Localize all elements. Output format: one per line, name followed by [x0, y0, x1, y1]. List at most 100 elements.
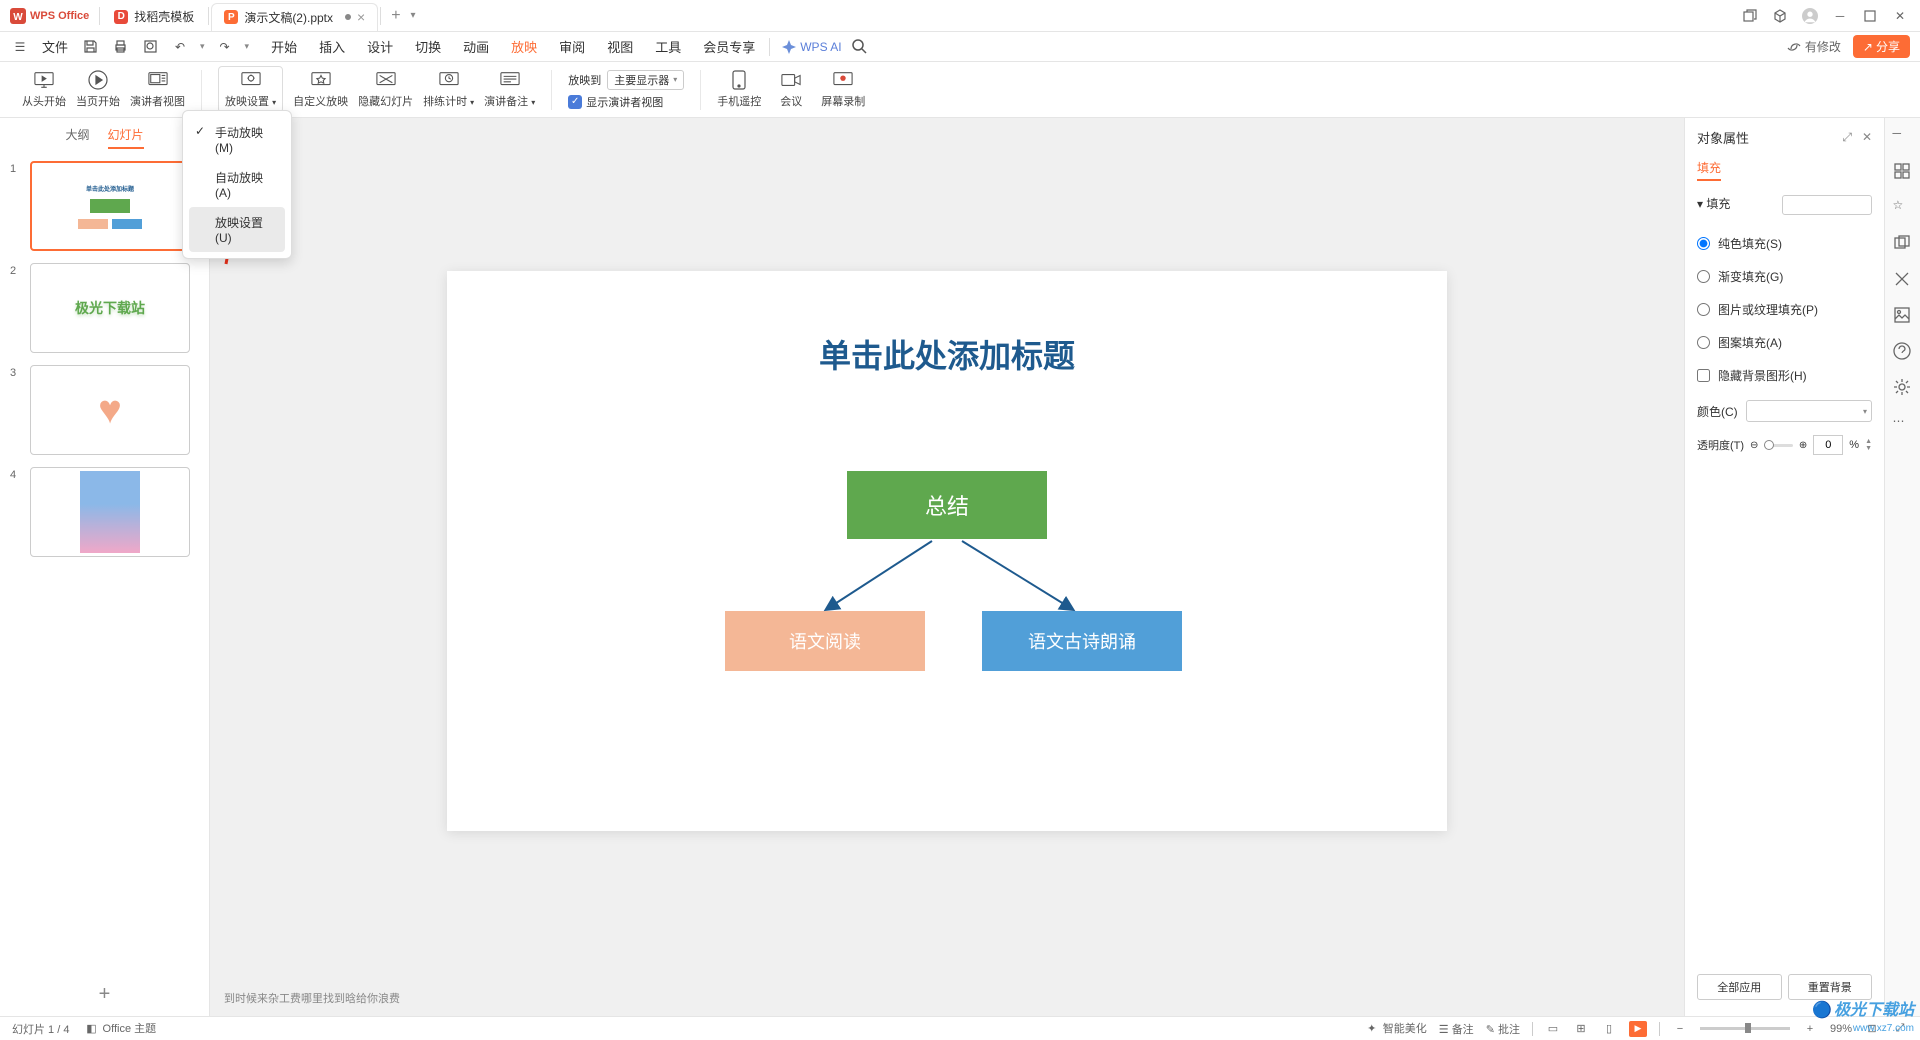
slides-tab[interactable]: 幻灯片 [108, 126, 144, 149]
thumb-row-3[interactable]: 3 ♥ [10, 365, 199, 455]
rp-picture-fill[interactable]: 图片或纹理填充(P) [1697, 298, 1872, 321]
slide-title[interactable]: 单击此处添加标题 [447, 331, 1447, 377]
zoom-in-icon[interactable]: + [1802, 1021, 1818, 1037]
tab-slideshow[interactable]: 放映 [509, 33, 539, 60]
check-hide-bg[interactable] [1697, 369, 1710, 382]
tab-animation[interactable]: 动画 [461, 33, 491, 60]
avatar-icon[interactable] [1802, 8, 1818, 24]
add-slide-button[interactable]: + [99, 983, 111, 1006]
custom-show-button[interactable]: 自定义放映 [293, 70, 348, 109]
thumb-row-4[interactable]: 4 [10, 467, 199, 557]
print-preview-icon[interactable] [140, 37, 160, 57]
fill-preset-select[interactable] [1782, 195, 1872, 215]
zoom-out-icon[interactable]: − [1672, 1021, 1688, 1037]
outline-tab[interactable]: 大纲 [65, 126, 89, 149]
zoom-slider[interactable] [1700, 1027, 1790, 1030]
radio-solid[interactable] [1697, 237, 1710, 250]
file-menu[interactable]: 文件 [40, 33, 70, 60]
redo-icon[interactable]: ↷ [215, 37, 235, 57]
zoom-value[interactable]: 99% [1830, 1023, 1852, 1035]
maximize-button[interactable] [1862, 8, 1878, 24]
new-tab-button[interactable]: + [381, 7, 410, 25]
has-modification[interactable]: 有修改 [1787, 38, 1841, 55]
meeting-button[interactable]: 会议 [771, 70, 811, 109]
radio-pattern[interactable] [1697, 336, 1710, 349]
show-settings-button[interactable]: 放映设置 ▾ [218, 66, 283, 113]
search-icon[interactable] [850, 37, 870, 57]
more-icon[interactable]: ⋯ [1893, 414, 1913, 434]
color-select[interactable]: ▾ [1746, 400, 1872, 422]
from-current-button[interactable]: 当页开始 [76, 70, 120, 109]
close-panel-icon[interactable]: ✕ [1862, 130, 1872, 145]
redo-dropdown-icon[interactable]: ▾ [245, 41, 250, 52]
pin-icon[interactable]: ⤢ [1842, 130, 1852, 145]
tab-dropdown-icon[interactable]: ▾ [411, 10, 416, 21]
opacity-slider[interactable] [1764, 444, 1792, 447]
notes-button[interactable]: 演讲备注 ▾ [484, 70, 535, 109]
hide-slide-button[interactable]: 隐藏幻灯片 [358, 70, 413, 109]
rp-fill-tab[interactable]: 填充 [1697, 159, 1721, 181]
thumb-row-2[interactable]: 2 极光下载站 [10, 263, 199, 353]
tab-tools[interactable]: 工具 [653, 33, 683, 60]
share-button[interactable]: ↗分享 [1853, 35, 1910, 58]
close-icon[interactable]: × [357, 9, 365, 25]
thumb-1[interactable]: 单击此处添加标题 [30, 161, 190, 251]
help-icon[interactable] [1893, 342, 1913, 362]
dd-manual[interactable]: ✓ 手动放映(M) [189, 117, 285, 162]
tab-start[interactable]: 开始 [269, 33, 299, 60]
multi-window-icon[interactable] [1742, 8, 1758, 24]
tab-presentation[interactable]: P 演示文稿(2).pptx × [211, 3, 378, 31]
thumb-row-1[interactable]: 1 单击此处添加标题 [10, 161, 199, 251]
undo-icon[interactable]: ↶ [170, 37, 190, 57]
star-icon[interactable]: ☆ [1893, 198, 1913, 218]
play-slideshow-button[interactable]: ▶ [1629, 1021, 1647, 1037]
tab-template[interactable]: D 找稻壳模板 [102, 3, 206, 31]
minimize-button[interactable]: ─ [1832, 8, 1848, 24]
collapse-icon[interactable]: ─ [1893, 126, 1913, 146]
rp-pattern-fill[interactable]: 图案填充(A) [1697, 331, 1872, 354]
tools-icon[interactable] [1893, 162, 1913, 182]
from-start-button[interactable]: 从头开始 [22, 70, 66, 109]
notes-button[interactable]: ☰ 备注 [1439, 1021, 1474, 1037]
image-icon[interactable] [1893, 306, 1913, 326]
show-presenter-checkbox[interactable]: ✓ 显示演讲者视图 [568, 94, 684, 110]
transform-icon[interactable] [1893, 270, 1913, 290]
view-normal-icon[interactable]: ▭ [1545, 1021, 1561, 1037]
rp-solid-fill[interactable]: 纯色填充(S) [1697, 232, 1872, 255]
wps-ai-button[interactable]: WPS AI [782, 40, 841, 54]
undo-dropdown-icon[interactable]: ▾ [200, 41, 205, 52]
phone-remote-button[interactable]: 手机遥控 [717, 70, 761, 109]
tab-design[interactable]: 设计 [365, 33, 395, 60]
shape-summary[interactable]: 总结 [847, 471, 1047, 539]
comments-button[interactable]: ✎ 批注 [1486, 1021, 1520, 1037]
screen-record-button[interactable]: 屏幕录制 [821, 70, 865, 109]
tab-member[interactable]: 会员专享 [701, 33, 757, 60]
rp-gradient-fill[interactable]: 渐变填充(G) [1697, 265, 1872, 288]
tab-review[interactable]: 审阅 [557, 33, 587, 60]
stepper-down[interactable]: ▼ [1865, 445, 1872, 452]
monitor-select[interactable]: 主要显示器 ▾ [607, 70, 684, 90]
dd-auto[interactable]: 自动放映(A) [189, 162, 285, 207]
tab-insert[interactable]: 插入 [317, 33, 347, 60]
opacity-input[interactable] [1813, 435, 1843, 455]
rp-hide-bg[interactable]: 隐藏背景图形(H) [1697, 364, 1872, 387]
thumb-3[interactable]: ♥ [30, 365, 190, 455]
view-reading-icon[interactable]: ▯ [1601, 1021, 1617, 1037]
presenter-view-button[interactable]: 演讲者视图 [130, 70, 185, 109]
shape-read[interactable]: 语文阅读 [725, 611, 925, 671]
smart-beautify-button[interactable]: ✦ 智能美化 [1364, 1020, 1427, 1037]
thumb-2[interactable]: 极光下载站 [30, 263, 190, 353]
layers-icon[interactable] [1893, 234, 1913, 254]
menu-icon[interactable]: ☰ [10, 37, 30, 57]
close-button[interactable]: ✕ [1892, 8, 1908, 24]
cube-icon[interactable] [1772, 8, 1788, 24]
app-logo[interactable]: W WPS Office [0, 8, 99, 24]
dd-settings[interactable]: 放映设置(U) [189, 207, 285, 252]
notes-area[interactable]: 到时候来杂工费哪里找到晗给你浪费 [210, 984, 1684, 1016]
rehearse-button[interactable]: 排练计时 ▾ [423, 70, 474, 109]
shape-poem[interactable]: 语文古诗朗诵 [982, 611, 1182, 671]
view-sorter-icon[interactable]: ⊞ [1573, 1021, 1589, 1037]
radio-picture[interactable] [1697, 303, 1710, 316]
thumb-4[interactable] [30, 467, 190, 557]
settings-icon[interactable] [1893, 378, 1913, 398]
